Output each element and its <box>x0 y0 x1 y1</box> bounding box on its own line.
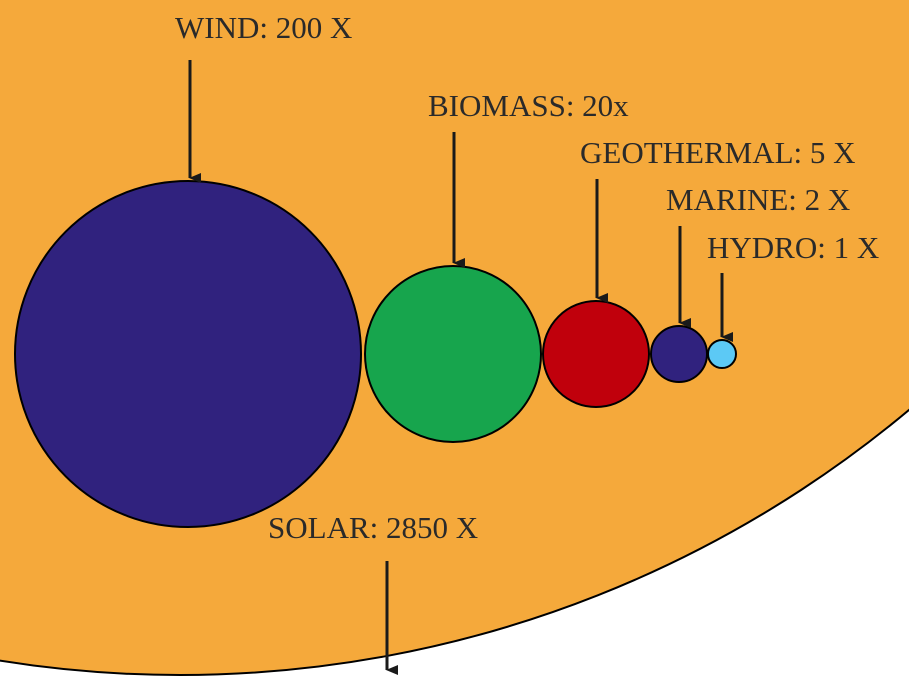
solar-label: SOLAR: 2850 X <box>268 510 479 545</box>
marine-circle <box>650 325 708 383</box>
wind-circle <box>14 180 362 528</box>
hydro-label: HYDRO: 1 X <box>707 230 880 265</box>
geothermal-circle <box>542 300 650 408</box>
marine-label: MARINE: 2 X <box>666 182 851 217</box>
biomass-label: BIOMASS: 20x <box>428 88 629 123</box>
biomass-circle <box>364 265 542 443</box>
geothermal-label: GEOTHERMAL: 5 X <box>580 135 856 170</box>
hydro-circle <box>707 339 737 369</box>
wind-label: WIND: 200 X <box>175 10 353 45</box>
